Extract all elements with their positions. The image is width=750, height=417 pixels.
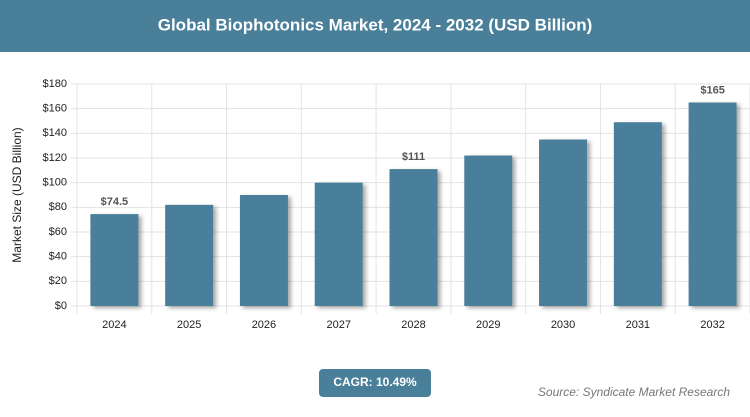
value-label: $165	[700, 84, 724, 96]
y-tick-label: $40	[49, 251, 67, 263]
y-tick-label: $60	[49, 226, 67, 238]
cagr-badge	[319, 369, 431, 397]
y-tick-label: $160	[43, 103, 67, 115]
x-tick-label: 2030	[551, 319, 575, 331]
x-tick-label: 2026	[252, 319, 276, 331]
y-axis-label: Market Size (USD Billion)	[10, 127, 24, 262]
y-tick-label: $180	[43, 78, 67, 90]
y-tick-label: $20	[49, 275, 67, 287]
source-note: Source: Syndicate Market Research	[538, 385, 730, 399]
header-band	[0, 0, 750, 52]
bar	[239, 195, 288, 306]
bar	[314, 182, 363, 306]
y-tick-label: $0	[55, 300, 67, 312]
y-tick-label: $100	[43, 177, 67, 189]
x-tick-label: 2031	[626, 319, 650, 331]
y-tick-label: $80	[49, 201, 67, 213]
bar	[464, 155, 513, 306]
y-tick-label: $140	[43, 127, 67, 139]
chart-title: Global Biophotonics Market, 2024 - 2032 …	[158, 15, 593, 34]
bar	[539, 139, 588, 306]
bar	[613, 122, 662, 306]
bar	[90, 214, 139, 306]
value-label: $74.5	[101, 196, 129, 208]
y-tick-label: $120	[43, 152, 67, 164]
bar	[165, 204, 214, 306]
cagr-text: CAGR: 10.49%	[333, 375, 417, 389]
bar	[389, 169, 438, 306]
value-label: $111	[402, 151, 425, 163]
x-tick-label: 2027	[326, 319, 350, 331]
x-tick-label: 2032	[700, 319, 724, 331]
x-tick-label: 2024	[102, 319, 126, 331]
x-tick-label: 2025	[177, 319, 201, 331]
bar	[688, 102, 737, 306]
x-tick-label: 2028	[401, 319, 425, 331]
x-tick-label: 2029	[476, 319, 500, 331]
